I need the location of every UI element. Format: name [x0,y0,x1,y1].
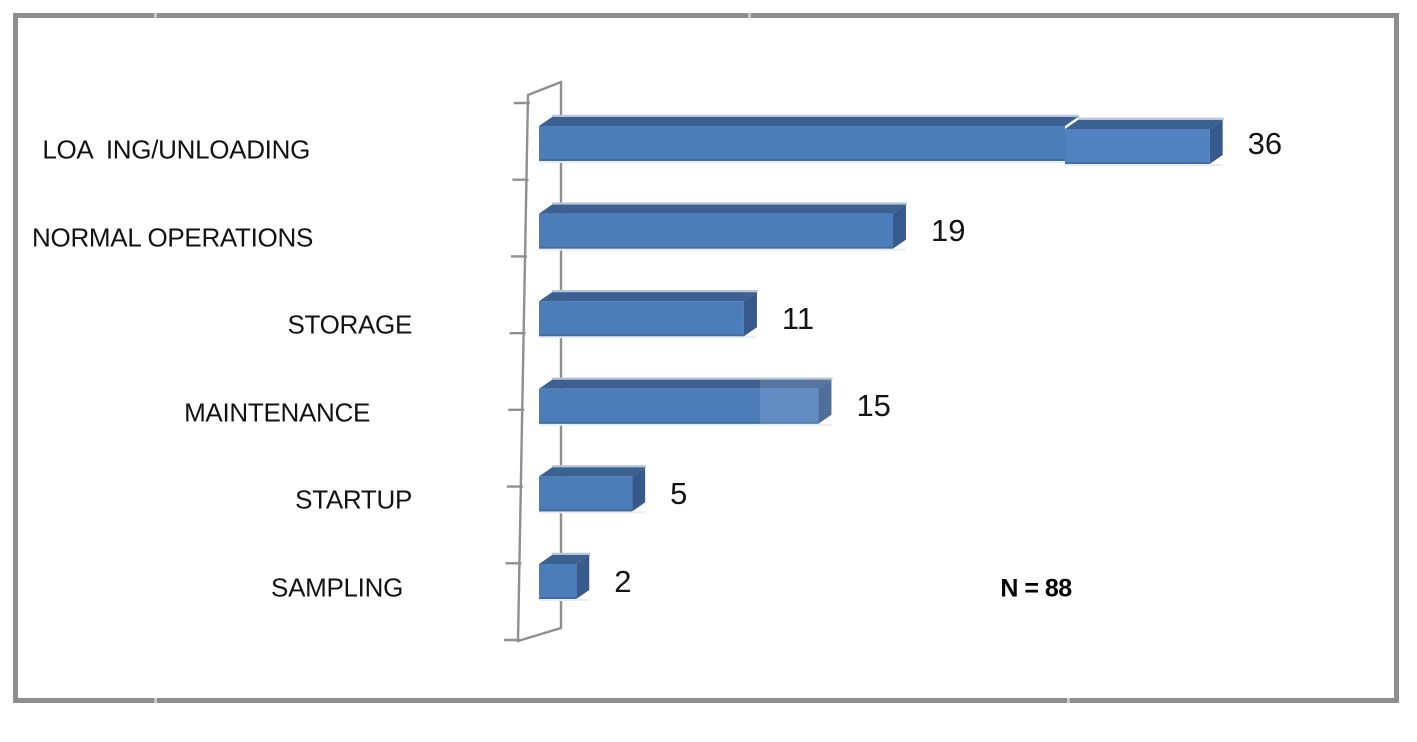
border-scan-notch [748,13,751,18]
bar-bottom-edge [539,597,577,599]
bar-front-face [539,476,633,512]
bar-under-shadow [539,248,906,251]
bar-end-face [1209,120,1223,164]
category-label-loa-ing-unloading: LOA ING/UNLOADING [42,134,310,165]
category-label-storage: STORAGE [287,309,412,340]
bar-front-face [539,564,577,599]
bar-sampling [539,552,591,601]
border-scan-notch [1067,698,1070,703]
value-label-maintenance: 15 [856,388,891,424]
bar-top-face [539,467,646,477]
bar-startup [539,465,647,514]
bar-bottom-edge [1065,162,1210,164]
bar-end-face [576,555,590,599]
bar-under-shadow [1065,164,1223,166]
chart-border [13,13,1399,703]
bar-bottom-edge [539,421,819,424]
bar-maintenance [539,377,833,426]
bar-front-face [539,301,744,337]
value-label-startup: 5 [670,475,688,511]
bar-end-face [632,467,646,512]
bar-front-face [539,213,893,249]
value-label-normal-operations: 19 [930,213,966,249]
bar-under-shadow [539,161,1065,163]
bar-bottom-edge [539,159,1065,161]
category-label-normal-operations: NORMAL OPERATIONS [32,222,313,253]
bar-front-face [1065,129,1210,164]
bar-end-face [743,292,757,337]
bar-end-face [818,379,832,424]
category-label-maintenance: MAINTENANCE [184,397,370,428]
bar-front-face [539,126,1065,161]
category-label-startup: STARTUP [295,484,412,515]
border-scan-notch [154,698,157,703]
border-scan-notch [154,13,157,18]
bar-under-shadow [539,336,757,339]
bar-top-face [539,292,757,302]
bar-bottom-edge [539,509,633,512]
bar-under-shadow [539,599,590,601]
bar-loa-ing-unloading [539,114,1224,166]
bar-end-face [892,204,906,249]
bar-top-face [539,379,832,389]
bar-under-shadow [539,511,646,514]
axis-wall [516,80,563,643]
value-label-storage: 11 [781,300,815,336]
bar-top-face [539,555,590,564]
category-label-sampling: SAMPLING [271,572,403,603]
bar-storage [539,289,758,339]
bar-top-face [539,117,1078,126]
scan-light-band [760,379,832,424]
bar-normal-operations [539,202,907,251]
bar-top-face [539,204,906,214]
bar-bottom-edge [539,246,893,249]
value-label-sampling: 2 [614,563,632,599]
bar-top-face [1065,120,1223,129]
bar-front-face [539,388,819,424]
sample-size-annotation: N = 88 [1000,574,1072,603]
bar-under-shadow [539,423,832,426]
bar-bottom-edge [539,334,744,337]
value-label-loa-ing-unloading: 36 [1247,125,1283,161]
